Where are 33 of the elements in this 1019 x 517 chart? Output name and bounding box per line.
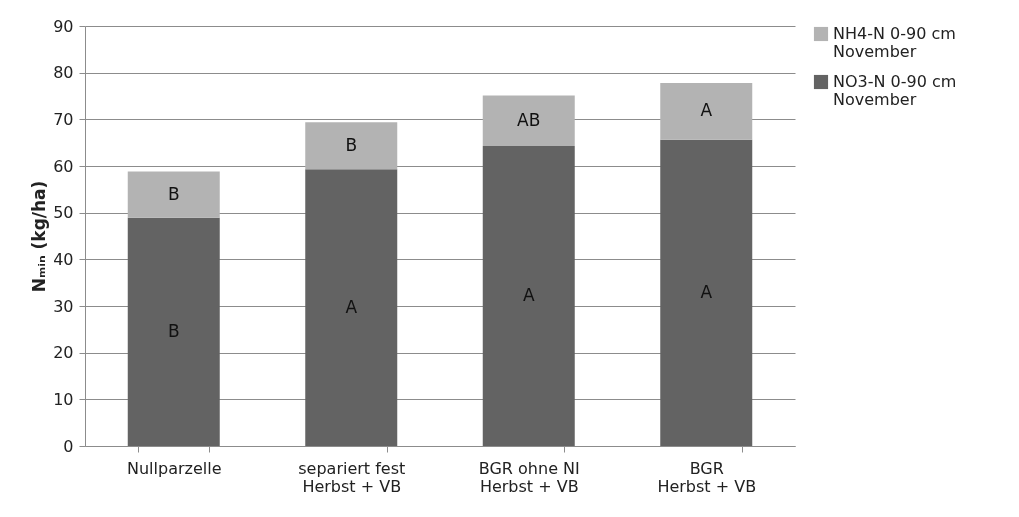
bar xyxy=(305,122,398,170)
bar xyxy=(127,217,220,446)
legend-label: NO3-N 0-90 cm November xyxy=(833,72,957,109)
y-tick-label: 70 xyxy=(53,109,74,129)
x-tick-label: BGR ohne NI Herbst + VB xyxy=(478,458,580,496)
data-label: A xyxy=(700,100,713,121)
x-tick-label: separiert fest Herbst + VB xyxy=(298,458,406,496)
y-tick-label: 80 xyxy=(53,63,74,83)
data-label: B xyxy=(167,320,180,341)
y-tick-label: 50 xyxy=(53,203,74,223)
bar xyxy=(660,139,753,446)
data-label: AB xyxy=(517,109,541,130)
legend-label: NH4-N 0-90 cm November xyxy=(833,24,956,61)
bar xyxy=(482,145,575,446)
y-tick-label: 40 xyxy=(53,249,74,269)
bar xyxy=(660,82,753,140)
bar xyxy=(127,171,220,218)
data-label: B xyxy=(345,134,358,155)
y-tick-label: 90 xyxy=(53,16,74,36)
data-label: B xyxy=(167,183,180,204)
data-label: A xyxy=(345,296,358,317)
y-tick-label: 10 xyxy=(53,389,74,409)
y-tick-label: 60 xyxy=(53,156,74,176)
y-tick-label: 0 xyxy=(63,436,74,456)
data-label: A xyxy=(700,281,713,302)
data-label: A xyxy=(522,284,535,305)
y-tick-label: 20 xyxy=(53,343,74,363)
y-tick-label: 30 xyxy=(53,296,74,316)
x-tick-label: BGR Herbst + VB xyxy=(657,458,757,496)
x-tick-label: Nullparzelle xyxy=(126,458,222,478)
y-axis-title: Nₘᵢₙ (kg/ha) xyxy=(29,180,50,293)
bar xyxy=(482,95,575,146)
bar xyxy=(305,169,398,446)
